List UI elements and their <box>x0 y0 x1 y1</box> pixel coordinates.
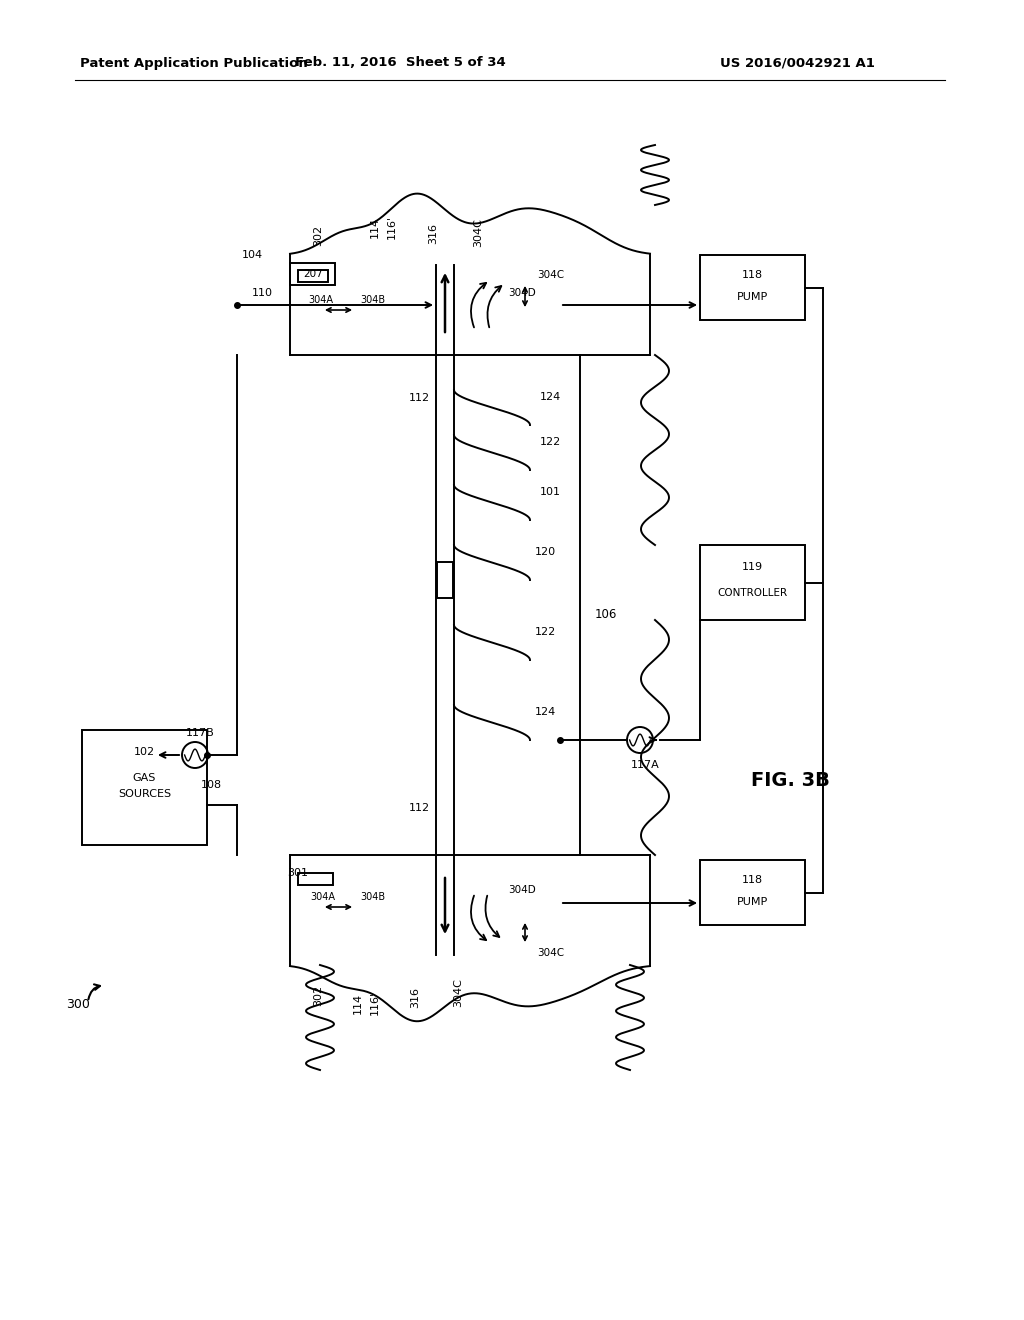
Bar <box>82 730 207 845</box>
Text: 304A: 304A <box>308 294 333 305</box>
Text: 304C: 304C <box>537 271 564 280</box>
Bar <box>298 271 328 282</box>
Text: 116': 116' <box>387 215 397 239</box>
Text: 122: 122 <box>535 627 556 638</box>
Text: 304C: 304C <box>537 948 564 958</box>
Text: 124: 124 <box>540 392 561 403</box>
Text: 118: 118 <box>742 271 763 280</box>
Bar <box>298 873 333 884</box>
Text: 112: 112 <box>409 803 430 813</box>
Bar <box>700 545 805 620</box>
Text: 304D: 304D <box>508 884 536 895</box>
Text: 108: 108 <box>201 780 222 789</box>
Text: Patent Application Publication: Patent Application Publication <box>80 57 308 70</box>
Text: 304B: 304B <box>360 892 385 902</box>
Bar <box>700 255 805 319</box>
Bar <box>290 263 335 285</box>
Text: 101: 101 <box>540 487 561 498</box>
Text: 207: 207 <box>303 269 323 279</box>
Text: 114: 114 <box>353 993 362 1014</box>
Text: 304D: 304D <box>508 288 536 298</box>
Text: 112: 112 <box>409 393 430 403</box>
Text: 119: 119 <box>742 562 763 572</box>
Text: 304C: 304C <box>473 219 483 247</box>
Text: GAS: GAS <box>133 774 157 783</box>
Text: 117A: 117A <box>631 760 659 770</box>
Text: 301: 301 <box>287 869 308 878</box>
Text: 300: 300 <box>67 998 90 1011</box>
Text: 302: 302 <box>313 224 323 246</box>
Text: US 2016/0042921 A1: US 2016/0042921 A1 <box>720 57 874 70</box>
Bar <box>700 861 805 925</box>
Text: 316: 316 <box>428 223 438 243</box>
Text: 302: 302 <box>313 985 323 1006</box>
Text: 110: 110 <box>252 288 272 298</box>
Text: 114: 114 <box>370 216 380 238</box>
Text: 304A: 304A <box>310 892 335 902</box>
Text: Feb. 11, 2016  Sheet 5 of 34: Feb. 11, 2016 Sheet 5 of 34 <box>295 57 506 70</box>
Text: 102: 102 <box>134 747 155 756</box>
Text: PUMP: PUMP <box>737 292 768 302</box>
Text: 124: 124 <box>535 708 556 717</box>
Text: 104: 104 <box>242 249 263 260</box>
Bar <box>437 562 453 598</box>
Text: SOURCES: SOURCES <box>118 789 171 799</box>
Text: 118: 118 <box>742 875 763 884</box>
Text: 120: 120 <box>535 546 556 557</box>
Text: 117B: 117B <box>185 729 214 738</box>
Text: 304C: 304C <box>453 978 463 1007</box>
Text: FIG. 3B: FIG. 3B <box>751 771 829 789</box>
Text: CONTROLLER: CONTROLLER <box>718 587 787 598</box>
Text: 304B: 304B <box>360 294 385 305</box>
Text: 122: 122 <box>540 437 561 447</box>
Text: PUMP: PUMP <box>737 898 768 907</box>
Text: 316: 316 <box>410 986 420 1007</box>
Text: 106: 106 <box>595 609 617 622</box>
Text: 116': 116' <box>370 991 380 1015</box>
